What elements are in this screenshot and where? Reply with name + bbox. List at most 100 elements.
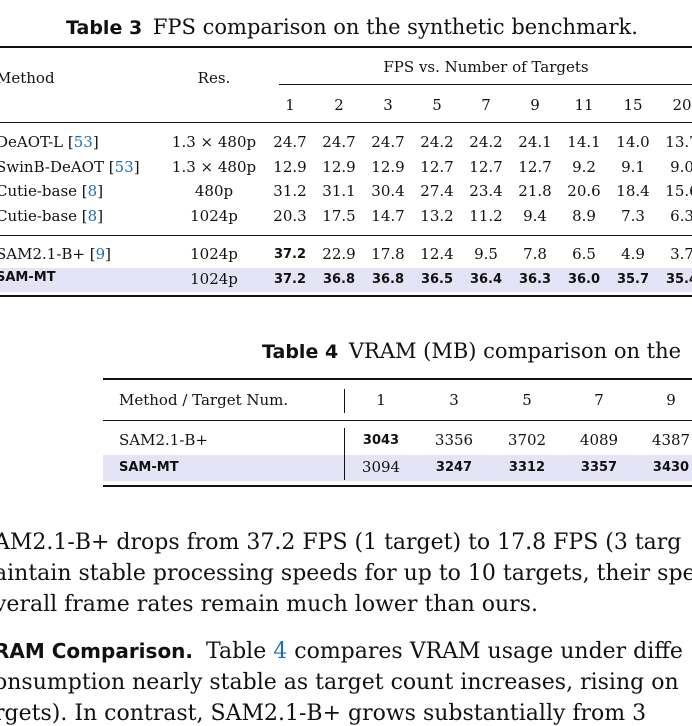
table4-vram-cell: 3247	[435, 460, 473, 475]
table3-row-method-name: Cutie-base	[0, 182, 78, 200]
table3-target-col-3: 5	[432, 96, 442, 114]
table3-fps-cell: 7.3	[621, 207, 645, 225]
para2-heading: RAM Comparison.	[0, 639, 194, 663]
table3-fps-cell: 9.1	[621, 158, 645, 176]
table3-fps-cell: 35.4	[665, 272, 692, 287]
table3-row-resolution: 1024p	[190, 270, 238, 288]
table3-row-method: SAM-MT	[0, 270, 56, 285]
table4-vertical-rule-body	[344, 428, 345, 480]
table3-fps-cell: 12.4	[420, 245, 454, 263]
table4-vram-cell: 4089	[579, 431, 619, 449]
table3-fps-cell: 6.5	[572, 245, 596, 263]
table3-fps-cell: 35.7	[616, 272, 650, 287]
table3-fps-cell: 36.4	[469, 272, 503, 287]
table3-group-header: FPS vs. Number of Targets	[383, 58, 589, 76]
table4-col-method: Method / Target Num.	[119, 391, 289, 409]
table4-vram-cell: 3043	[362, 433, 400, 448]
table3-fps-cell: 17.8	[371, 245, 405, 263]
table3-row-method-name: DeAOT-L	[0, 133, 64, 151]
table3-col-method: Method	[0, 69, 55, 87]
table3-fps-cell: 14.1	[567, 133, 601, 151]
table3-fps-cell: 13.2	[420, 207, 454, 225]
table3-caption: Table 3 FPS comparison on the synthetic …	[66, 15, 638, 39]
table3-fps-cell: 36.8	[322, 272, 356, 287]
table3-fps-cell: 15.6	[665, 182, 692, 200]
table4-vertical-rule-header	[344, 389, 345, 413]
table3-target-col-5: 9	[530, 96, 540, 114]
table4-row-method-name: SAM2.1-B+	[119, 431, 208, 449]
table3-fps-cell: 31.1	[322, 182, 356, 200]
table3-fps-cell: 20.3	[273, 207, 307, 225]
table3-row-method: SwinB-DeAOT [53]	[0, 158, 140, 176]
table3-caption-text: FPS comparison on the synthetic benchmar…	[152, 15, 638, 39]
body-line-5: onsumption nearly stable as target count…	[0, 670, 679, 695]
table4-target-col-0: 1	[376, 391, 386, 409]
table3-fps-cell: 37.2	[273, 272, 307, 287]
table3-fps-cell: 23.4	[469, 182, 503, 200]
table4-target-col-2: 5	[522, 391, 532, 409]
para2-table-ref-link[interactable]: 4	[273, 639, 288, 664]
table3-fps-cell: 3.7	[670, 245, 692, 263]
table3-col-res: Res.	[197, 69, 231, 87]
table4-header-rule	[103, 420, 692, 421]
table4-target-col-3: 7	[594, 391, 604, 409]
table3-row-citation-link[interactable]: 53	[114, 158, 134, 176]
table4-vram-cell: 3356	[434, 431, 474, 449]
para2-rest: compares VRAM usage under diffe	[294, 639, 683, 664]
table3-fps-cell: 22.9	[322, 245, 356, 263]
table3-row-method-name: SAM-MT	[0, 270, 56, 285]
table3-target-col-2: 3	[383, 96, 393, 114]
body-line-3: verall frame rates remain much lower tha…	[0, 592, 538, 617]
table4-vram-cell: 3430	[652, 460, 690, 475]
table4-vram-cell: 4387	[651, 431, 691, 449]
table3-fps-cell: 9.2	[572, 158, 596, 176]
table3-fps-cell: 11.2	[469, 207, 503, 225]
table3-row-citation-link[interactable]: 8	[87, 207, 98, 225]
table3-row-citation-link[interactable]: 53	[73, 133, 93, 151]
table3-fps-cell: 17.5	[322, 207, 356, 225]
table3-row-method: SAM2.1-B+ [9]	[0, 245, 111, 263]
table3-mid-rule	[0, 235, 692, 236]
table3-fps-cell: 20.6	[567, 182, 601, 200]
table3-fps-cell: 12.9	[273, 158, 307, 176]
table3-row-resolution: 1.3 × 480p	[171, 133, 257, 151]
table3-bottom-rule	[0, 295, 692, 297]
body-line-6: rgets). In contrast, SAM2.1-B+ grows sub…	[0, 701, 647, 726]
table4-vram-cell: 3094	[361, 458, 401, 476]
table3-row-resolution: 480p	[194, 182, 234, 200]
table3-row-citation-link[interactable]: 8	[87, 182, 98, 200]
body-paragraph-2-line-1: RAM Comparison. Table 4 compares VRAM us…	[0, 639, 683, 664]
table3-fps-cell: 24.7	[273, 133, 307, 151]
para2-table-word: Table	[206, 639, 267, 664]
table3-fps-cell: 4.9	[621, 245, 645, 263]
table3-row-resolution: 1024p	[190, 207, 238, 225]
table3-fps-cell: 12.7	[469, 158, 503, 176]
table4-bottom-rule	[103, 485, 692, 487]
body-line-1: AM2.1-B+ drops from 37.2 FPS (1 target) …	[0, 530, 682, 555]
table3-row-method: Cutie-base [8]	[0, 207, 103, 225]
table3-target-col-1: 2	[334, 96, 344, 114]
table3-fps-cell: 12.9	[371, 158, 405, 176]
table3-row-method: DeAOT-L [53]	[0, 133, 99, 151]
table3-fps-cell: 24.7	[322, 133, 356, 151]
table3-fps-cell: 7.8	[523, 245, 547, 263]
table3-fps-cell: 8.9	[572, 207, 596, 225]
table3-row-method-name: SAM2.1-B+	[0, 245, 85, 263]
table4-caption-label: Table 4	[262, 341, 339, 363]
table3-fps-cell: 36.0	[567, 272, 601, 287]
table3-target-col-0: 1	[285, 96, 295, 114]
table4-vram-cell: 3357	[580, 460, 618, 475]
table4-top-rule	[103, 378, 692, 380]
table3-fps-cell: 30.4	[371, 182, 405, 200]
table3-highlight-row	[0, 268, 692, 292]
table3-row-citation-link[interactable]: 9	[95, 245, 106, 263]
table3-target-col-6: 11	[574, 96, 594, 114]
table4-caption: Table 4 VRAM (MB) comparison on the	[262, 339, 681, 363]
table4-target-col-4: 9	[666, 391, 676, 409]
table4-vram-cell: 3312	[508, 460, 546, 475]
table3-fps-cell: 18.4	[616, 182, 650, 200]
table3-fps-cell: 9.4	[523, 207, 547, 225]
table3-fps-cell: 14.0	[616, 133, 650, 151]
table3-fps-cell: 27.4	[420, 182, 454, 200]
table3-row-resolution: 1.3 × 480p	[171, 158, 257, 176]
